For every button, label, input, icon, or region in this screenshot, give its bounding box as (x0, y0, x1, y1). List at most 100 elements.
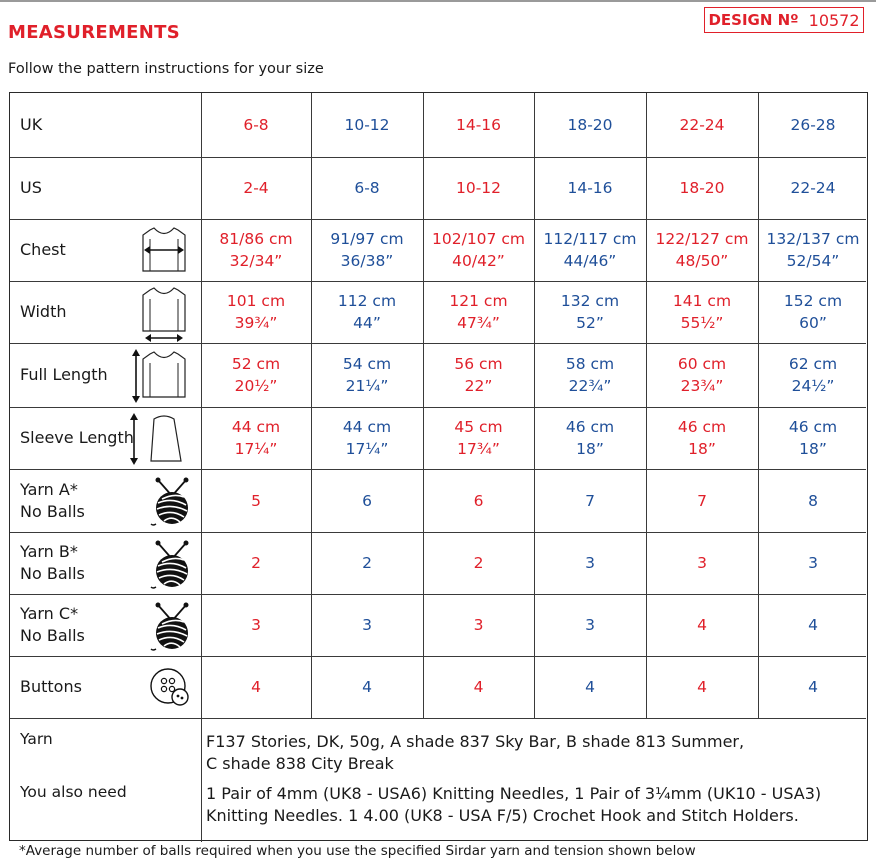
table-cell: 18-20 (534, 114, 646, 136)
table-cell: 52 cm 20½” (201, 353, 311, 397)
row-label-line: Width (20, 302, 67, 321)
table-cell: 121 cm 47¾” (423, 290, 534, 334)
also-need-description: 1 Pair of 4mm (UK8 - USA6) Knitting Need… (206, 783, 821, 827)
table-cell: 3 (646, 552, 758, 574)
row-label: Yarn A* No Balls (20, 479, 85, 523)
table-cell: 45 cm 17¾” (423, 416, 534, 460)
table-cell: 44 cm 17¼” (311, 416, 423, 460)
cell-value: 22-24 (679, 116, 725, 134)
table-cell: 4 (758, 676, 868, 698)
cell-value: 22-24 (790, 179, 836, 197)
table-cell: 7 (646, 490, 758, 512)
cell-value: 102/107 cm (432, 230, 525, 248)
cell-value: 14-16 (567, 179, 613, 197)
row-label: Full Length (20, 364, 108, 386)
row-label: UK (20, 114, 42, 136)
cell-value: 4 (697, 616, 707, 634)
table-cell: 3 (423, 614, 534, 636)
column-divider (758, 93, 759, 718)
cell-value: 62 cm (788, 355, 838, 373)
cell-value: 4 (585, 678, 595, 696)
table-cell: 4 (758, 614, 868, 636)
cell-value: 141 cm (672, 292, 732, 310)
also-need-label: You also need (20, 783, 127, 801)
row-label: Buttons (20, 676, 82, 698)
cell-value: 4 (473, 678, 484, 696)
full-length-measure-icon (130, 347, 190, 409)
cell-value: 40/42” (452, 252, 505, 270)
table-cell: 2-4 (201, 177, 311, 199)
row-label: Chest (20, 239, 66, 261)
cell-value: 23¾” (680, 377, 724, 395)
table-cell: 44 cm 17¼” (201, 416, 311, 460)
design-number-box: DESIGN Nº 10572 (704, 7, 864, 33)
cell-value: 39¾” (234, 314, 278, 332)
table-cell: 122/127 cm 48/50” (646, 228, 758, 272)
column-divider (311, 93, 312, 718)
width-measure-icon (140, 285, 188, 347)
row-label-line: Chest (20, 240, 66, 259)
row-label-line: Sleeve Length (20, 428, 134, 447)
design-number: 10572 (808, 10, 860, 30)
table-cell: 46 cm 18” (646, 416, 758, 460)
table-cell: 60 cm 23¾” (646, 353, 758, 397)
row-label: US (20, 177, 42, 199)
button-icon (148, 666, 192, 714)
table-cell: 102/107 cm 40/42” (423, 228, 534, 272)
row-divider (10, 407, 866, 408)
row-label-line: UK (20, 115, 43, 134)
table-cell: 3 (201, 614, 311, 636)
cell-value: 10-12 (455, 179, 502, 197)
cell-value: 48/50” (675, 252, 729, 270)
cell-value: 101 cm (226, 292, 286, 310)
table-cell: 112 cm 44” (311, 290, 423, 334)
yarn-label: Yarn (20, 730, 53, 748)
also-need-line: Knitting Needles. 1 4.00 (UK8 - USA F/5)… (206, 806, 799, 825)
cell-value: 10-12 (344, 116, 390, 134)
cell-value: 2 (473, 554, 484, 572)
cell-value: 112/117 cm (543, 230, 637, 248)
yarn-ball-icon (150, 602, 194, 656)
table-cell: 4 (201, 676, 311, 698)
cell-value: 20½” (234, 377, 278, 395)
table-cell: 132 cm 52” (534, 290, 646, 334)
cell-value: 18-20 (567, 116, 613, 134)
table-cell: 152 cm 60” (758, 290, 868, 334)
cell-value: 7 (585, 492, 595, 510)
row-label-line: Yarn B* (20, 542, 78, 561)
cell-value: 4 (808, 616, 818, 634)
cell-value: 121 cm (449, 292, 508, 310)
row-label: Sleeve Length (20, 427, 134, 449)
yarn-line: C shade 838 City Break (206, 754, 394, 773)
cell-value: 3 (362, 616, 372, 634)
row-divider (10, 157, 866, 158)
sleeve-length-measure-icon (126, 411, 186, 471)
table-row: US 2-4 6-8 10-12 14-16 18-20 22-24 (10, 157, 866, 219)
yarn-ball-icon (150, 540, 194, 594)
table-cell: 62 cm 24½” (758, 353, 868, 397)
cell-value: 2-4 (243, 179, 269, 197)
table-cell: 3 (311, 614, 423, 636)
table-cell: 7 (534, 490, 646, 512)
cell-value: 60” (799, 314, 827, 332)
table-cell: 10-12 (423, 177, 534, 199)
row-divider (10, 594, 866, 595)
cell-value: 3 (697, 554, 707, 572)
page-title: MEASUREMENTS (8, 22, 180, 43)
table-cell: 46 cm 18” (758, 416, 868, 460)
row-divider (10, 469, 866, 470)
table-cell: 4 (534, 676, 646, 698)
cell-value: 56 cm (454, 355, 503, 373)
row-label-line: US (20, 178, 42, 197)
cell-value: 52 cm (231, 355, 281, 373)
table-row: Yarn B* No Balls 2 2 2 3 3 3 (10, 532, 866, 594)
cell-value: 3 (473, 616, 484, 634)
column-divider (646, 93, 647, 718)
cell-value: 36/38” (340, 252, 394, 270)
row-label-line: No Balls (20, 502, 85, 521)
cell-value: 44 cm (231, 418, 281, 436)
cell-value: 6 (473, 492, 484, 510)
table-cell: 22-24 (646, 114, 758, 136)
cell-value: 5 (251, 492, 261, 510)
table-cell: 2 (201, 552, 311, 574)
